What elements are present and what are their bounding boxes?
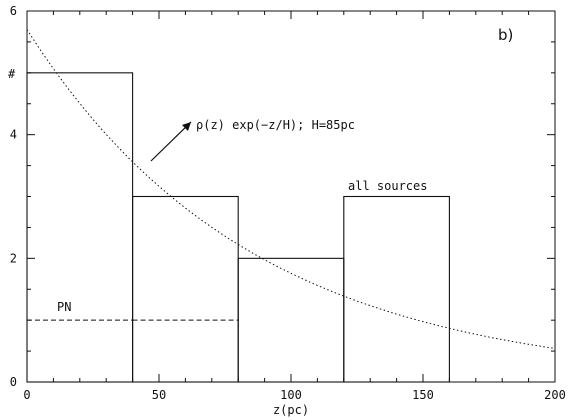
fit-label-arrowhead (182, 122, 191, 131)
y-tick-label-4: 6 (10, 4, 17, 18)
fit-curve (26, 29, 556, 349)
fit-label-arrow (150, 121, 192, 162)
y-tick-label-3: 4 (10, 128, 17, 142)
y-tick-label-1: 0 (10, 375, 17, 389)
y-tick-label-2: 2 (10, 251, 17, 265)
x-tick-label-3: 100 (280, 388, 302, 402)
x-tick-label-2: 50 (152, 388, 166, 402)
x-axis-label: z(pc) (273, 403, 309, 417)
fit-label: ρ(z) exp(−z/H); H=85pc (196, 118, 355, 132)
fit-curve-group (26, 29, 556, 349)
pn-label: PN (57, 300, 71, 314)
all-sources-label: all sources (348, 179, 427, 193)
axis-ticks: 0 50 100 150 200 0 2 4 6 (10, 4, 566, 402)
x-tick-label-4: 150 (412, 388, 434, 402)
x-tick-label-1: 0 (23, 388, 30, 402)
x-tick-label-5: 200 (544, 388, 566, 402)
y-axis-label: # (8, 67, 16, 81)
panel-label: b) (498, 26, 513, 44)
